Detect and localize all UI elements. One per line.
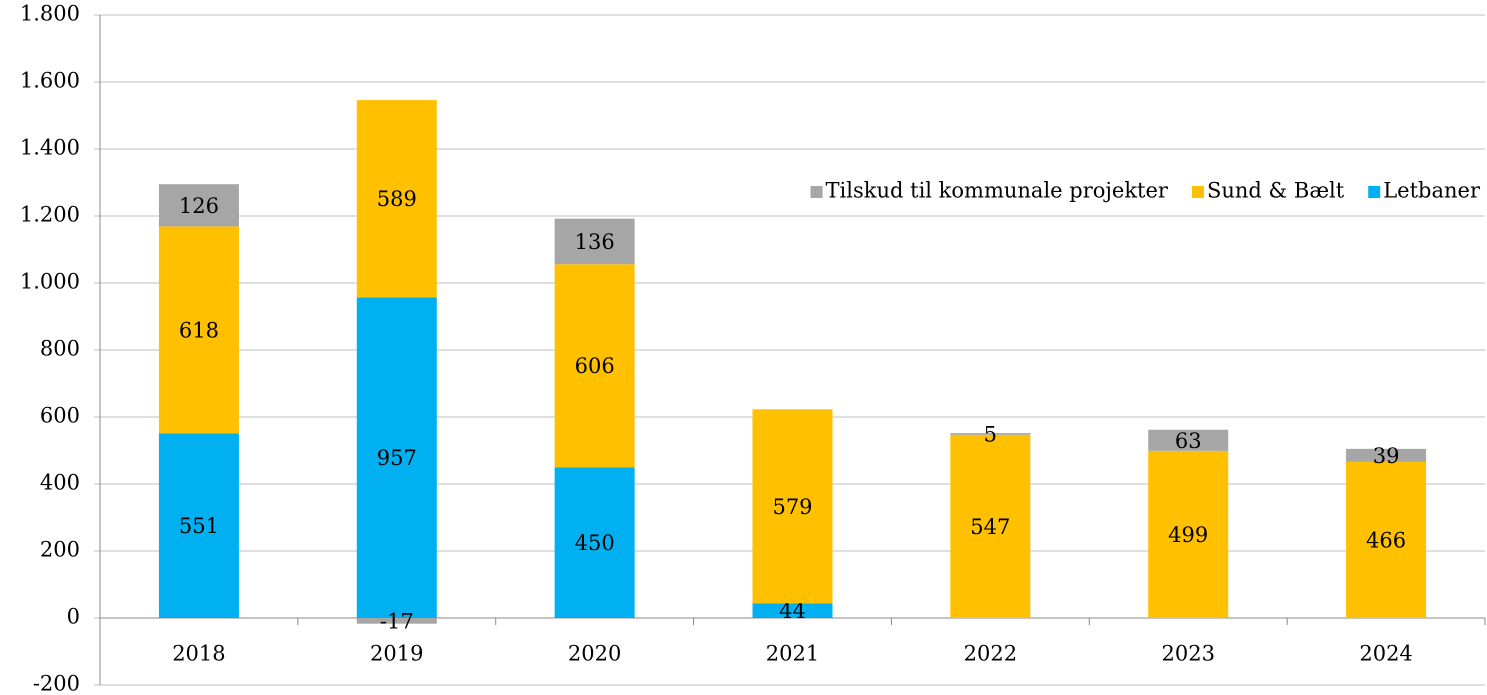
bar-segment	[158, 184, 239, 227]
data-label: 589	[377, 187, 417, 211]
y-tick-label: 1.400	[20, 136, 80, 160]
y-tick-label: 200	[40, 538, 80, 562]
legend: Tilskud til kommunale projekter Sund & Bæ…	[810, 179, 1481, 203]
x-tick-label: 2020	[568, 642, 621, 666]
bar-segment	[158, 433, 239, 618]
bar-segment	[554, 264, 635, 468]
y-tick-label: 1.000	[20, 270, 80, 294]
legend-swatch	[1191, 186, 1204, 198]
x-tick-label: 2021	[766, 642, 819, 666]
data-label: 957	[377, 446, 417, 470]
data-label: 618	[179, 318, 219, 342]
bar-segment	[1346, 448, 1427, 462]
data-label: 5	[984, 422, 997, 446]
bar-segment	[554, 467, 635, 618]
bar-segment	[1148, 450, 1229, 618]
x-tick-label: 2018	[172, 642, 225, 666]
data-label: 606	[575, 354, 615, 378]
legend-label: Sund & Bælt	[1207, 179, 1345, 203]
x-tick-label: 2019	[370, 642, 423, 666]
y-tick-label: 600	[40, 404, 80, 428]
bar-segment	[554, 218, 635, 265]
data-label: 499	[1168, 523, 1208, 547]
data-label: 63	[1175, 429, 1202, 453]
legend-label: Tilskud til kommunale projekter	[826, 179, 1169, 203]
y-tick-label: 400	[40, 471, 80, 495]
bar-segment	[1148, 429, 1229, 451]
data-label: 466	[1366, 528, 1406, 552]
bar-segment	[356, 618, 437, 624]
y-tick-label: -200	[33, 672, 80, 695]
data-label: -17	[380, 609, 414, 633]
data-label: 579	[772, 495, 812, 519]
data-label: 136	[575, 230, 615, 254]
legend-swatch	[1368, 186, 1381, 198]
y-tick-label: 800	[40, 337, 80, 361]
bar-segment	[950, 433, 1031, 435]
data-label: 39	[1373, 444, 1400, 468]
bar-segment	[752, 409, 833, 604]
y-tick-label: 1.600	[20, 69, 80, 93]
y-tick-label: 1.200	[20, 203, 80, 227]
data-label: 551	[179, 514, 219, 538]
bar-segment	[1346, 461, 1427, 618]
bar-segment	[356, 100, 437, 298]
bar-segment	[158, 226, 239, 434]
data-label: 547	[970, 515, 1010, 539]
x-tick-label: 2023	[1161, 642, 1214, 666]
y-tick-label: 1.800	[20, 2, 80, 26]
y-tick-label: 0	[67, 605, 80, 629]
legend-label: Letbaner	[1383, 179, 1481, 203]
bar-segment	[356, 297, 437, 618]
x-tick-label: 2024	[1359, 642, 1412, 666]
bar-segment	[752, 603, 833, 618]
legend-swatch	[810, 186, 823, 198]
data-label: 450	[575, 531, 615, 555]
data-label: 126	[179, 194, 219, 218]
bar-segment	[950, 434, 1031, 618]
x-tick-label: 2022	[964, 642, 1017, 666]
